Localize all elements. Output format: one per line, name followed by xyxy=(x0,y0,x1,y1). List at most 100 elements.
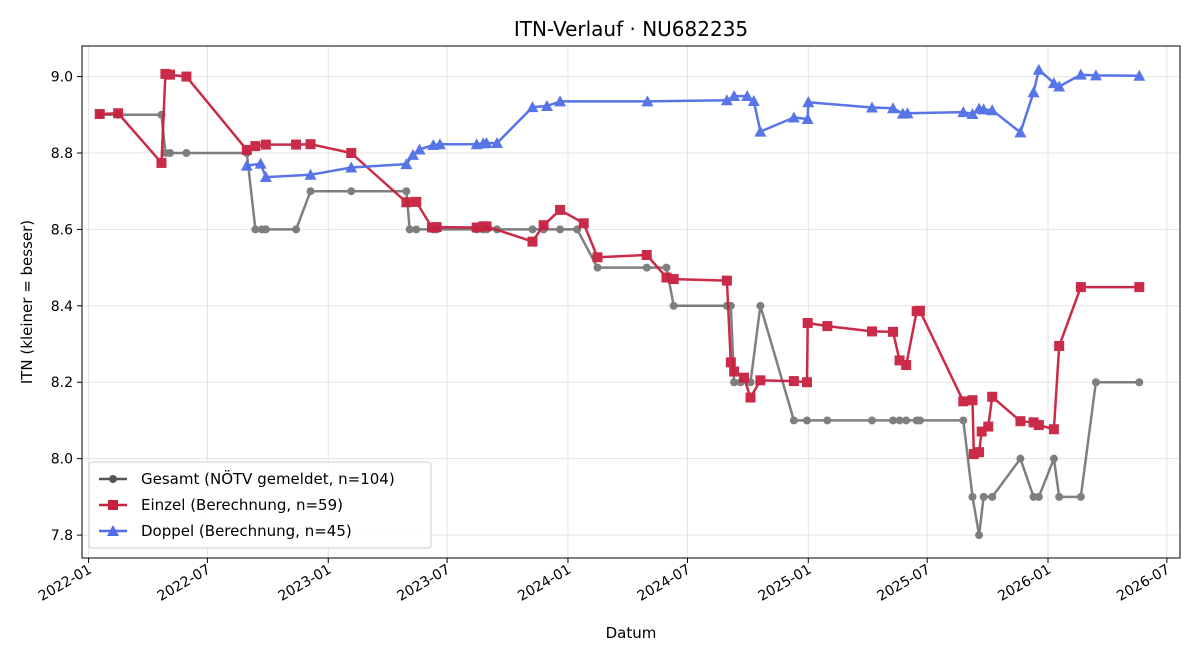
data-point xyxy=(1028,417,1039,428)
data-point xyxy=(867,326,878,337)
data-point xyxy=(1053,80,1066,92)
data-point xyxy=(241,144,252,155)
data-point xyxy=(1016,454,1025,463)
y-axis-label: ITN (kleiner = besser) xyxy=(18,220,36,384)
data-point xyxy=(1076,492,1085,501)
data-point xyxy=(402,187,411,196)
x-tick-label: 2026-01 xyxy=(995,562,1054,605)
data-point xyxy=(968,449,979,460)
data-point xyxy=(1135,378,1144,387)
data-point xyxy=(182,148,191,157)
data-point xyxy=(305,139,316,150)
data-point xyxy=(251,225,260,234)
x-axis: 2022-01 2022-07 2023-01 2023-07 2024-01 2024-… xyxy=(36,558,1173,605)
plot-area-frame xyxy=(81,45,1181,559)
data-point xyxy=(988,492,997,501)
y-tick-label: 9.0 xyxy=(51,70,73,86)
data-point xyxy=(889,416,898,425)
data-point xyxy=(967,395,978,406)
data-point xyxy=(406,148,419,160)
data-point xyxy=(593,263,602,272)
data-point xyxy=(725,357,736,368)
data-point xyxy=(94,109,105,120)
data-point xyxy=(894,355,905,366)
data-point xyxy=(902,416,911,425)
data-point xyxy=(250,141,261,152)
data-point xyxy=(755,375,766,386)
data-point xyxy=(291,139,302,150)
data-point xyxy=(738,372,749,383)
data-point xyxy=(1014,126,1027,138)
data-point xyxy=(261,225,270,234)
data-point xyxy=(431,222,442,233)
data-point xyxy=(113,108,124,119)
data-point xyxy=(669,301,678,310)
data-point xyxy=(802,416,811,425)
data-point xyxy=(1133,69,1146,81)
data-point xyxy=(986,104,999,116)
data-point xyxy=(1055,492,1064,501)
data-point xyxy=(741,90,754,102)
data-point xyxy=(895,416,904,425)
data-point xyxy=(802,96,815,108)
data-point xyxy=(887,102,900,114)
data-point xyxy=(823,416,832,425)
data-point xyxy=(292,225,301,234)
data-point xyxy=(260,139,271,150)
data-point xyxy=(240,159,253,171)
data-point xyxy=(662,263,671,272)
data-point xyxy=(915,416,924,425)
series-square xyxy=(94,68,1145,460)
y-tick-label: 8.6 xyxy=(51,222,73,238)
series-line xyxy=(99,72,1140,456)
data-point xyxy=(745,392,756,403)
data-point xyxy=(401,197,412,208)
data-point xyxy=(540,99,553,111)
x-tick-label: 2024-01 xyxy=(515,562,574,605)
data-point xyxy=(1033,420,1044,431)
data-point xyxy=(641,250,652,261)
data-point xyxy=(976,426,987,437)
legend-box xyxy=(88,461,432,549)
data-point xyxy=(555,204,566,215)
data-point xyxy=(668,274,679,285)
data-point xyxy=(1049,454,1058,463)
data-point xyxy=(1089,69,1102,81)
data-point xyxy=(901,360,912,371)
data-point xyxy=(789,416,798,425)
data-point xyxy=(554,95,567,107)
chart-title: ITN-Verlauf · NU682235 xyxy=(514,17,748,41)
data-point xyxy=(787,111,800,123)
y-tick-label: 8.4 xyxy=(51,299,73,315)
data-point xyxy=(747,95,760,107)
series-line xyxy=(99,113,1140,537)
data-point xyxy=(347,187,356,196)
data-point xyxy=(1015,416,1026,427)
x-tick-label: 2025-01 xyxy=(756,562,815,605)
data-point xyxy=(756,301,765,310)
data-point xyxy=(802,318,813,329)
legend-entry: Doppel (Berechnung, n=45) xyxy=(141,522,352,540)
data-point xyxy=(413,143,426,155)
data-point xyxy=(181,71,192,82)
data-point xyxy=(801,377,812,388)
data-point xyxy=(975,531,984,540)
data-point xyxy=(728,90,741,102)
data-point xyxy=(788,376,799,387)
data-point xyxy=(974,447,985,458)
x-tick-label: 2025-07 xyxy=(875,562,934,605)
data-point xyxy=(987,391,998,402)
data-point xyxy=(866,101,879,113)
data-point xyxy=(720,94,733,106)
data-point xyxy=(1134,282,1145,293)
legend-entry: Gesamt (NÖTV gemeldet, n=104) xyxy=(141,469,395,488)
data-point xyxy=(801,112,814,124)
series-line xyxy=(246,68,1140,179)
data-point xyxy=(527,236,538,247)
data-point xyxy=(914,305,925,316)
data-point xyxy=(400,158,413,170)
data-point xyxy=(1074,68,1087,80)
data-point xyxy=(957,106,970,118)
data-point xyxy=(958,396,969,407)
